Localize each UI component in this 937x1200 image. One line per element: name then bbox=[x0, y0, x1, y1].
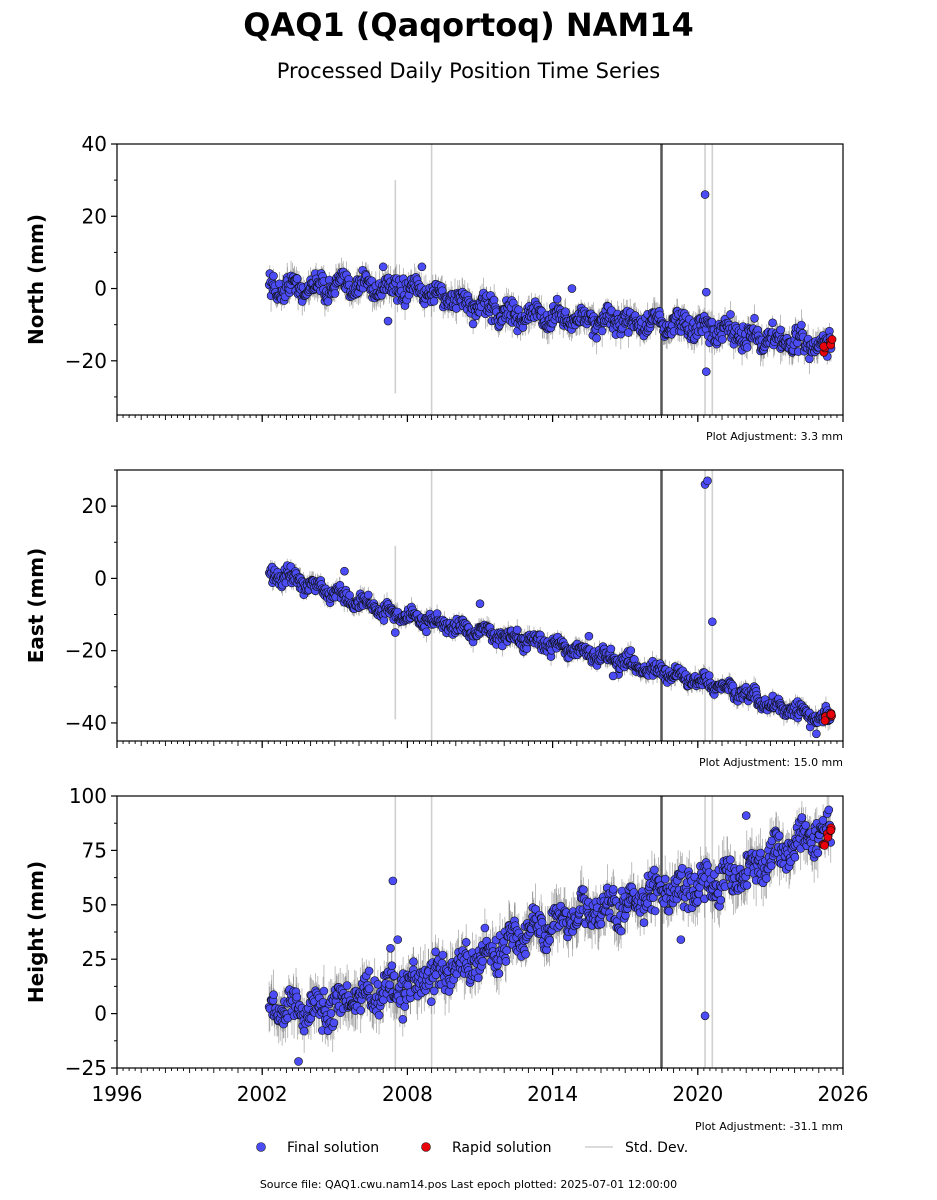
final-point bbox=[292, 992, 302, 1002]
final-outlier-point bbox=[383, 316, 393, 326]
final-point bbox=[597, 326, 607, 336]
rapid-point bbox=[826, 710, 836, 719]
y-tick-label: −20 bbox=[65, 349, 107, 373]
final-point bbox=[468, 319, 478, 329]
final-point bbox=[512, 625, 522, 635]
final-outlier-point bbox=[812, 729, 821, 739]
y-tick-label: 40 bbox=[82, 132, 107, 156]
y-axis-label: East (mm) bbox=[24, 548, 48, 664]
y-tick-label: 20 bbox=[82, 204, 107, 228]
final-solution-series bbox=[264, 190, 836, 376]
final-point bbox=[552, 294, 562, 304]
final-point bbox=[561, 307, 570, 317]
y-axis-label: North (mm) bbox=[24, 214, 48, 345]
final-point bbox=[718, 335, 727, 344]
rapid-point bbox=[820, 716, 830, 725]
panel-1: −20 0 20 40 North (mm) Plot Adjustment: 3.3 m… bbox=[24, 132, 844, 443]
final-point bbox=[292, 274, 302, 283]
final-point bbox=[326, 1009, 336, 1018]
y-tick-label: −40 bbox=[65, 711, 107, 735]
y-tick-label: 0 bbox=[94, 566, 107, 590]
axes-frame bbox=[116, 143, 844, 416]
final-point bbox=[592, 333, 601, 343]
final-outlier-point bbox=[567, 284, 577, 293]
final-point bbox=[429, 296, 439, 306]
final-point bbox=[379, 616, 389, 625]
final-outlier-point bbox=[701, 367, 711, 376]
rapid-point bbox=[827, 335, 837, 344]
final-point bbox=[626, 646, 636, 655]
rapid-solution-series bbox=[819, 335, 837, 357]
final-outlier-point bbox=[417, 262, 427, 272]
plot-adjustment-note: Plot Adjustment: 3.3 mm bbox=[706, 430, 843, 443]
final-point bbox=[742, 343, 752, 352]
final-outlier-point bbox=[608, 671, 618, 681]
rapid-solution-series bbox=[820, 709, 836, 725]
final-point bbox=[750, 313, 759, 323]
final-solution-series bbox=[264, 476, 836, 739]
y-tick-label: 20 bbox=[82, 494, 107, 518]
final-outlier-point bbox=[475, 599, 485, 608]
plot-area bbox=[264, 470, 836, 741]
final-point bbox=[269, 271, 278, 281]
final-point bbox=[363, 590, 373, 600]
final-point bbox=[768, 318, 777, 328]
final-outlier-point bbox=[378, 262, 388, 272]
plot-area bbox=[264, 144, 837, 415]
final-outlier-point bbox=[340, 566, 349, 576]
final-solution-series bbox=[264, 805, 836, 1066]
final-outlier-point bbox=[700, 190, 710, 199]
final-point bbox=[776, 325, 785, 335]
y-tick-label: 0 bbox=[94, 277, 107, 301]
panels-group: −20 0 20 40 North (mm) Plot Adjustment: 3.3 m… bbox=[24, 132, 868, 1133]
final-point bbox=[726, 310, 735, 319]
final-point bbox=[319, 986, 329, 996]
plot-area bbox=[264, 796, 836, 1068]
final-point bbox=[797, 320, 806, 330]
panel-2: −40 −20 0 20 East (mm) Plot Adjustment: 15.0 … bbox=[24, 469, 844, 769]
final-outlier-point bbox=[584, 631, 594, 641]
chart-subtitle: Processed Daily Position Time Series bbox=[277, 59, 661, 83]
final-point bbox=[624, 328, 633, 337]
final-point bbox=[704, 671, 714, 680]
final-point bbox=[606, 644, 616, 654]
final-point bbox=[323, 297, 333, 306]
final-outlier-point bbox=[701, 287, 711, 297]
final-point bbox=[330, 289, 340, 298]
final-outlier-point bbox=[390, 628, 400, 637]
final-outlier-point bbox=[703, 476, 712, 486]
final-point bbox=[299, 1026, 309, 1036]
plot-adjustment-note: Plot Adjustment: 15.0 mm bbox=[699, 756, 843, 769]
final-point bbox=[329, 1018, 339, 1028]
final-point bbox=[269, 990, 278, 1000]
final-point bbox=[422, 627, 431, 637]
final-outlier-point bbox=[708, 617, 717, 627]
final-point bbox=[345, 590, 354, 600]
final-point bbox=[342, 981, 352, 990]
chart-title: QAQ1 (Qaqortoq) NAM14 bbox=[243, 6, 694, 44]
y-tick-label: −20 bbox=[65, 639, 107, 663]
